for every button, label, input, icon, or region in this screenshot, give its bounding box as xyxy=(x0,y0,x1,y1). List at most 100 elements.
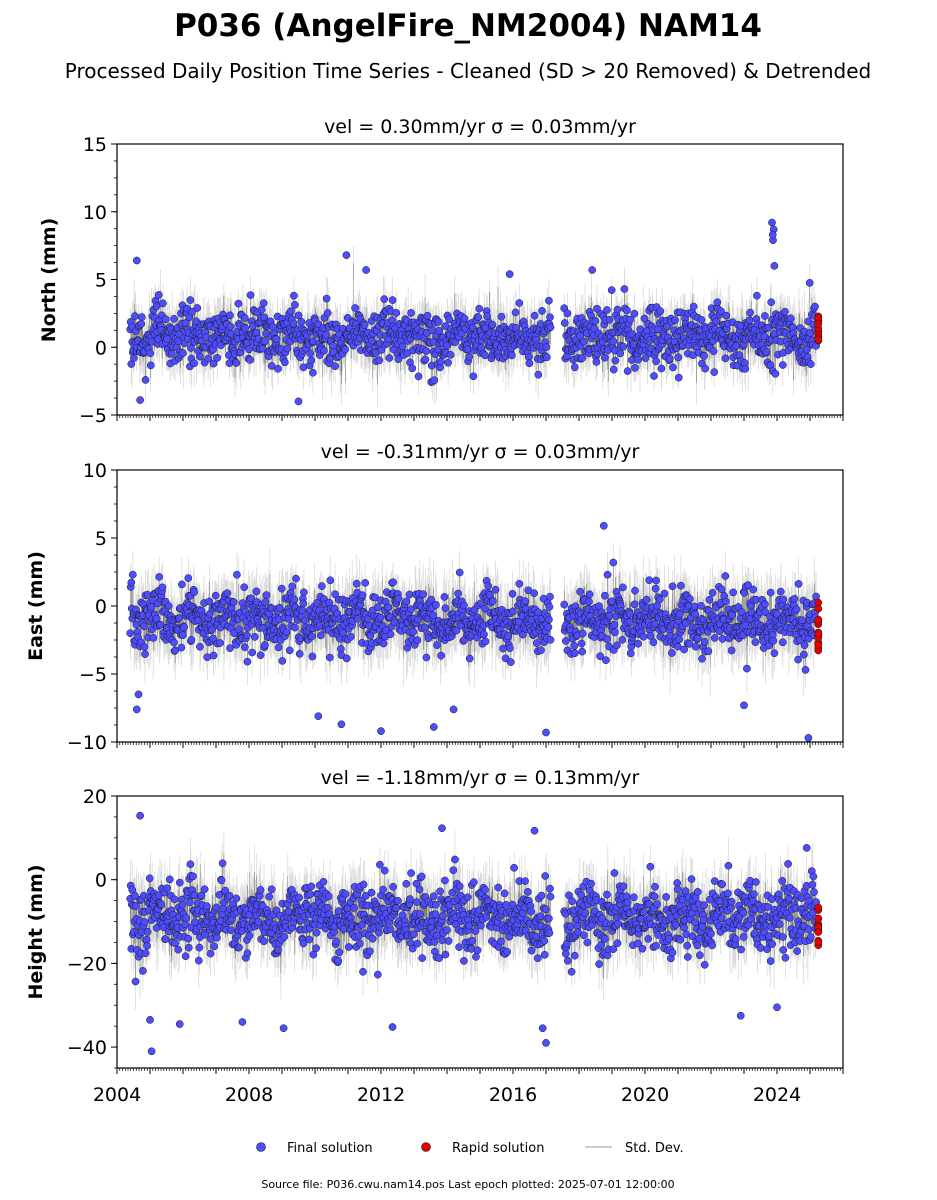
final-point xyxy=(275,603,284,612)
final-point xyxy=(507,658,515,666)
final-point xyxy=(505,644,514,652)
final-point xyxy=(671,316,679,325)
final-point xyxy=(623,898,632,907)
final-point xyxy=(698,654,706,663)
final-point xyxy=(793,947,801,955)
final-point xyxy=(769,636,778,645)
final-point xyxy=(127,578,136,587)
final-point xyxy=(449,866,458,875)
final-point xyxy=(389,882,397,891)
final-point xyxy=(156,620,165,629)
north-rapid-points xyxy=(814,312,823,345)
final-point xyxy=(140,918,149,926)
final-point xyxy=(441,950,450,959)
final-point xyxy=(542,343,551,352)
outlier-point xyxy=(505,270,514,278)
final-point xyxy=(318,582,326,590)
final-point xyxy=(312,928,321,937)
final-point xyxy=(515,579,524,588)
final-point xyxy=(187,635,196,644)
outlier-point xyxy=(377,727,385,735)
final-point xyxy=(603,306,611,314)
final-point xyxy=(541,905,550,914)
final-point xyxy=(696,951,704,960)
final-point xyxy=(423,311,432,320)
final-point xyxy=(699,915,708,924)
final-point xyxy=(779,946,788,954)
final-point xyxy=(532,639,541,647)
final-point xyxy=(208,625,216,634)
final-point xyxy=(361,579,370,587)
x-tick-label: 2016 xyxy=(489,1084,537,1106)
final-point xyxy=(542,353,551,362)
final-point xyxy=(452,626,461,635)
outlier-point xyxy=(542,1039,550,1047)
final-point xyxy=(435,954,443,962)
outlier-point xyxy=(538,1024,547,1033)
final-point xyxy=(325,653,334,662)
final-point xyxy=(202,902,211,911)
final-point xyxy=(179,631,187,640)
final-point xyxy=(674,373,683,382)
final-point xyxy=(379,639,388,648)
final-point xyxy=(800,650,808,659)
final-point xyxy=(131,312,139,320)
final-point xyxy=(225,891,234,900)
outlier-point xyxy=(542,728,550,737)
legend-rapid-label: Rapid solution xyxy=(452,1141,544,1156)
final-point xyxy=(701,364,710,373)
final-point xyxy=(306,349,315,358)
final-point xyxy=(292,574,300,583)
final-point xyxy=(402,597,411,606)
final-point xyxy=(300,588,308,597)
final-point xyxy=(489,597,497,605)
final-point xyxy=(753,291,761,300)
final-point xyxy=(527,907,535,916)
final-point xyxy=(140,622,148,631)
final-point xyxy=(286,307,295,316)
final-point xyxy=(419,590,428,599)
final-point xyxy=(603,635,611,643)
final-point xyxy=(644,935,653,943)
final-point xyxy=(737,608,746,616)
final-point xyxy=(484,582,493,590)
final-point xyxy=(432,900,440,909)
outlier-point xyxy=(770,262,779,270)
final-point xyxy=(739,908,748,917)
final-point xyxy=(806,933,815,941)
final-point xyxy=(597,941,606,949)
final-point xyxy=(609,945,618,954)
final-point xyxy=(491,585,500,594)
final-point xyxy=(290,595,299,604)
final-point xyxy=(268,322,277,331)
final-point xyxy=(226,644,234,653)
final-point xyxy=(342,654,351,663)
final-point xyxy=(407,309,415,317)
final-point xyxy=(560,600,569,609)
final-point xyxy=(189,872,197,881)
final-point xyxy=(322,330,330,339)
final-point xyxy=(460,957,468,965)
final-point xyxy=(665,354,674,363)
final-point xyxy=(475,304,484,313)
final-point xyxy=(206,949,215,958)
final-point xyxy=(471,927,480,935)
final-point xyxy=(713,298,722,307)
final-point xyxy=(463,893,472,902)
final-point xyxy=(232,359,241,367)
final-point xyxy=(683,941,692,950)
y-tick-label: 0 xyxy=(95,596,107,618)
final-point xyxy=(200,885,209,894)
outlier-point xyxy=(147,1047,156,1056)
final-point xyxy=(739,933,748,941)
final-point xyxy=(217,876,226,885)
final-point xyxy=(716,897,724,906)
final-point xyxy=(347,632,355,641)
final-point xyxy=(794,580,803,588)
north-panel: vel = 0.30mm/yr σ = 0.03mm/yr North (mm)… xyxy=(38,116,844,427)
final-point xyxy=(601,353,609,362)
final-point xyxy=(570,642,579,650)
final-point xyxy=(731,935,740,944)
legend-final-label: Final solution xyxy=(287,1141,373,1156)
